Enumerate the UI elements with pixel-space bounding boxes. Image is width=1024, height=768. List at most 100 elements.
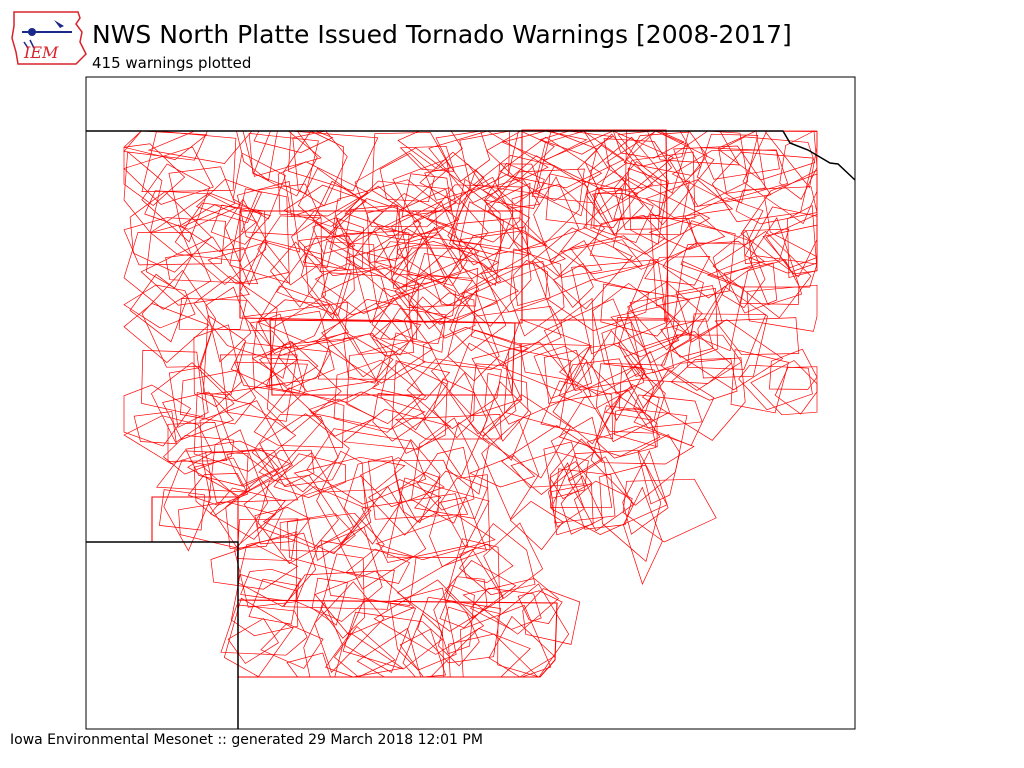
page-subtitle: 415 warnings plotted: [92, 54, 252, 72]
warning-polygon: [211, 383, 323, 477]
warning-polygon: [460, 230, 566, 284]
warning-polygon: [178, 501, 277, 548]
warning-polygon: [444, 538, 501, 615]
warning-polygon: [251, 413, 339, 493]
warning-polygon: [279, 513, 356, 553]
warning-polygon: [123, 384, 192, 447]
warning-polygon: [533, 176, 580, 264]
warning-polygon: [162, 391, 235, 440]
warning-polygon: [316, 450, 366, 546]
warning-polygon: [481, 419, 540, 520]
warning-polygon: [239, 239, 326, 329]
warning-polygon: [282, 184, 367, 227]
warning-polygon: [497, 583, 570, 678]
warning-polygon: [266, 357, 342, 434]
warning-polygon: [614, 407, 658, 448]
warning-polygon: [210, 544, 299, 590]
warning-polygon: [618, 297, 674, 377]
warning-polygon: [146, 224, 193, 289]
warning-polygon: [219, 354, 298, 422]
warning-polygon: [129, 273, 188, 343]
warning-polygon: [558, 342, 641, 396]
footer-credit: Iowa Environmental Mesonet :: generated …: [10, 732, 483, 748]
warning-polygon: [417, 446, 475, 511]
warning-polygon: [584, 144, 628, 186]
warning-polygon: [308, 398, 376, 437]
warning-polygon: [622, 478, 717, 543]
warning-polygon: [286, 512, 385, 577]
warning-polygon: [156, 450, 249, 493]
warning-polygon: [763, 130, 818, 189]
warning-polygon: [406, 358, 502, 430]
warning-polygon: [141, 163, 211, 243]
warning-polygon: [511, 183, 606, 277]
warning-polygon: [306, 428, 427, 505]
warning-polygon: [407, 235, 502, 307]
warning-polygon: [243, 301, 349, 350]
warning-polygon: [293, 456, 406, 493]
warning-polygon: [633, 394, 703, 428]
warning-polygon: [449, 291, 507, 352]
warning-polygon: [180, 369, 257, 425]
warning-polygon: [637, 434, 681, 505]
warning-polygon: [329, 217, 364, 269]
warning-polygon: [165, 247, 259, 285]
warning-polygon: [765, 213, 818, 275]
warning-polygon: [629, 287, 719, 374]
warning-polygon: [252, 313, 292, 379]
warning-polygon: [292, 130, 348, 207]
warning-polygon: [543, 349, 592, 404]
warning-polygon: [253, 130, 334, 153]
warning-polygon: [550, 416, 603, 482]
warning-polygon: [248, 133, 319, 195]
warning-polygon: [277, 332, 394, 392]
warning-polygon: [748, 217, 803, 306]
warning-polygon: [510, 451, 589, 488]
warning-polygon: [168, 166, 236, 228]
warning-polygon: [207, 241, 290, 285]
warning-polygon: [447, 190, 502, 266]
warning-polygon: [314, 581, 385, 673]
warning-polygon: [730, 349, 789, 414]
warning-polygon: [150, 362, 235, 443]
warning-polygon: [449, 342, 523, 435]
warning-polygon: [484, 155, 588, 251]
warning-polygon: [392, 241, 500, 279]
warning-polygon: [193, 324, 243, 408]
warning-polygon: [648, 214, 726, 250]
warning-polygon: [590, 330, 646, 422]
warning-polygon: [314, 570, 415, 636]
warning-polygon: [627, 281, 703, 351]
warning-polygon: [429, 496, 487, 567]
warning-polygon: [390, 247, 498, 325]
iem-logo-graphic: IEM: [11, 11, 87, 65]
warning-polygon: [396, 549, 504, 632]
warning-polygon: [697, 286, 768, 379]
warning-polygon: [471, 306, 562, 353]
warning-polygon: [501, 130, 588, 161]
warning-polygon: [603, 138, 672, 191]
warning-polygon: [535, 130, 598, 217]
warning-polygon: [509, 500, 564, 551]
warning-polygon: [461, 260, 562, 366]
warning-polygon: [487, 168, 585, 246]
warning-cluster-outline: [521, 129, 669, 321]
warning-polygon: [399, 628, 447, 678]
warning-polygon: [764, 169, 818, 258]
warning-polygon: [343, 455, 402, 545]
warning-polygon: [254, 507, 311, 545]
warning-polygon: [613, 151, 696, 220]
warning-polygon: [559, 390, 661, 457]
warning-polygon: [230, 574, 299, 637]
warning-polygon: [522, 588, 581, 645]
warning-polygon: [163, 459, 211, 552]
warning-polygon: [502, 318, 592, 392]
warning-polygon: [286, 652, 331, 678]
warning-polygon: [232, 152, 286, 220]
warning-polygon: [617, 130, 690, 167]
warning-polygon: [540, 380, 614, 440]
warning-polygon: [408, 253, 519, 322]
warning-polygon: [593, 193, 654, 244]
warning-polygon: [462, 578, 559, 635]
warning-polygon: [567, 456, 634, 532]
